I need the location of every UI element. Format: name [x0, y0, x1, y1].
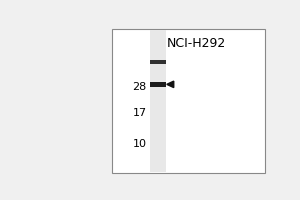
Text: 10: 10 — [133, 139, 147, 149]
Polygon shape — [167, 81, 174, 88]
Bar — [150, 30, 166, 172]
Bar — [150, 60, 166, 64]
Text: 17: 17 — [133, 108, 147, 118]
Text: 28: 28 — [133, 82, 147, 92]
Bar — [112, 29, 266, 173]
Text: NCI-H292: NCI-H292 — [167, 37, 226, 50]
Bar — [150, 82, 166, 87]
